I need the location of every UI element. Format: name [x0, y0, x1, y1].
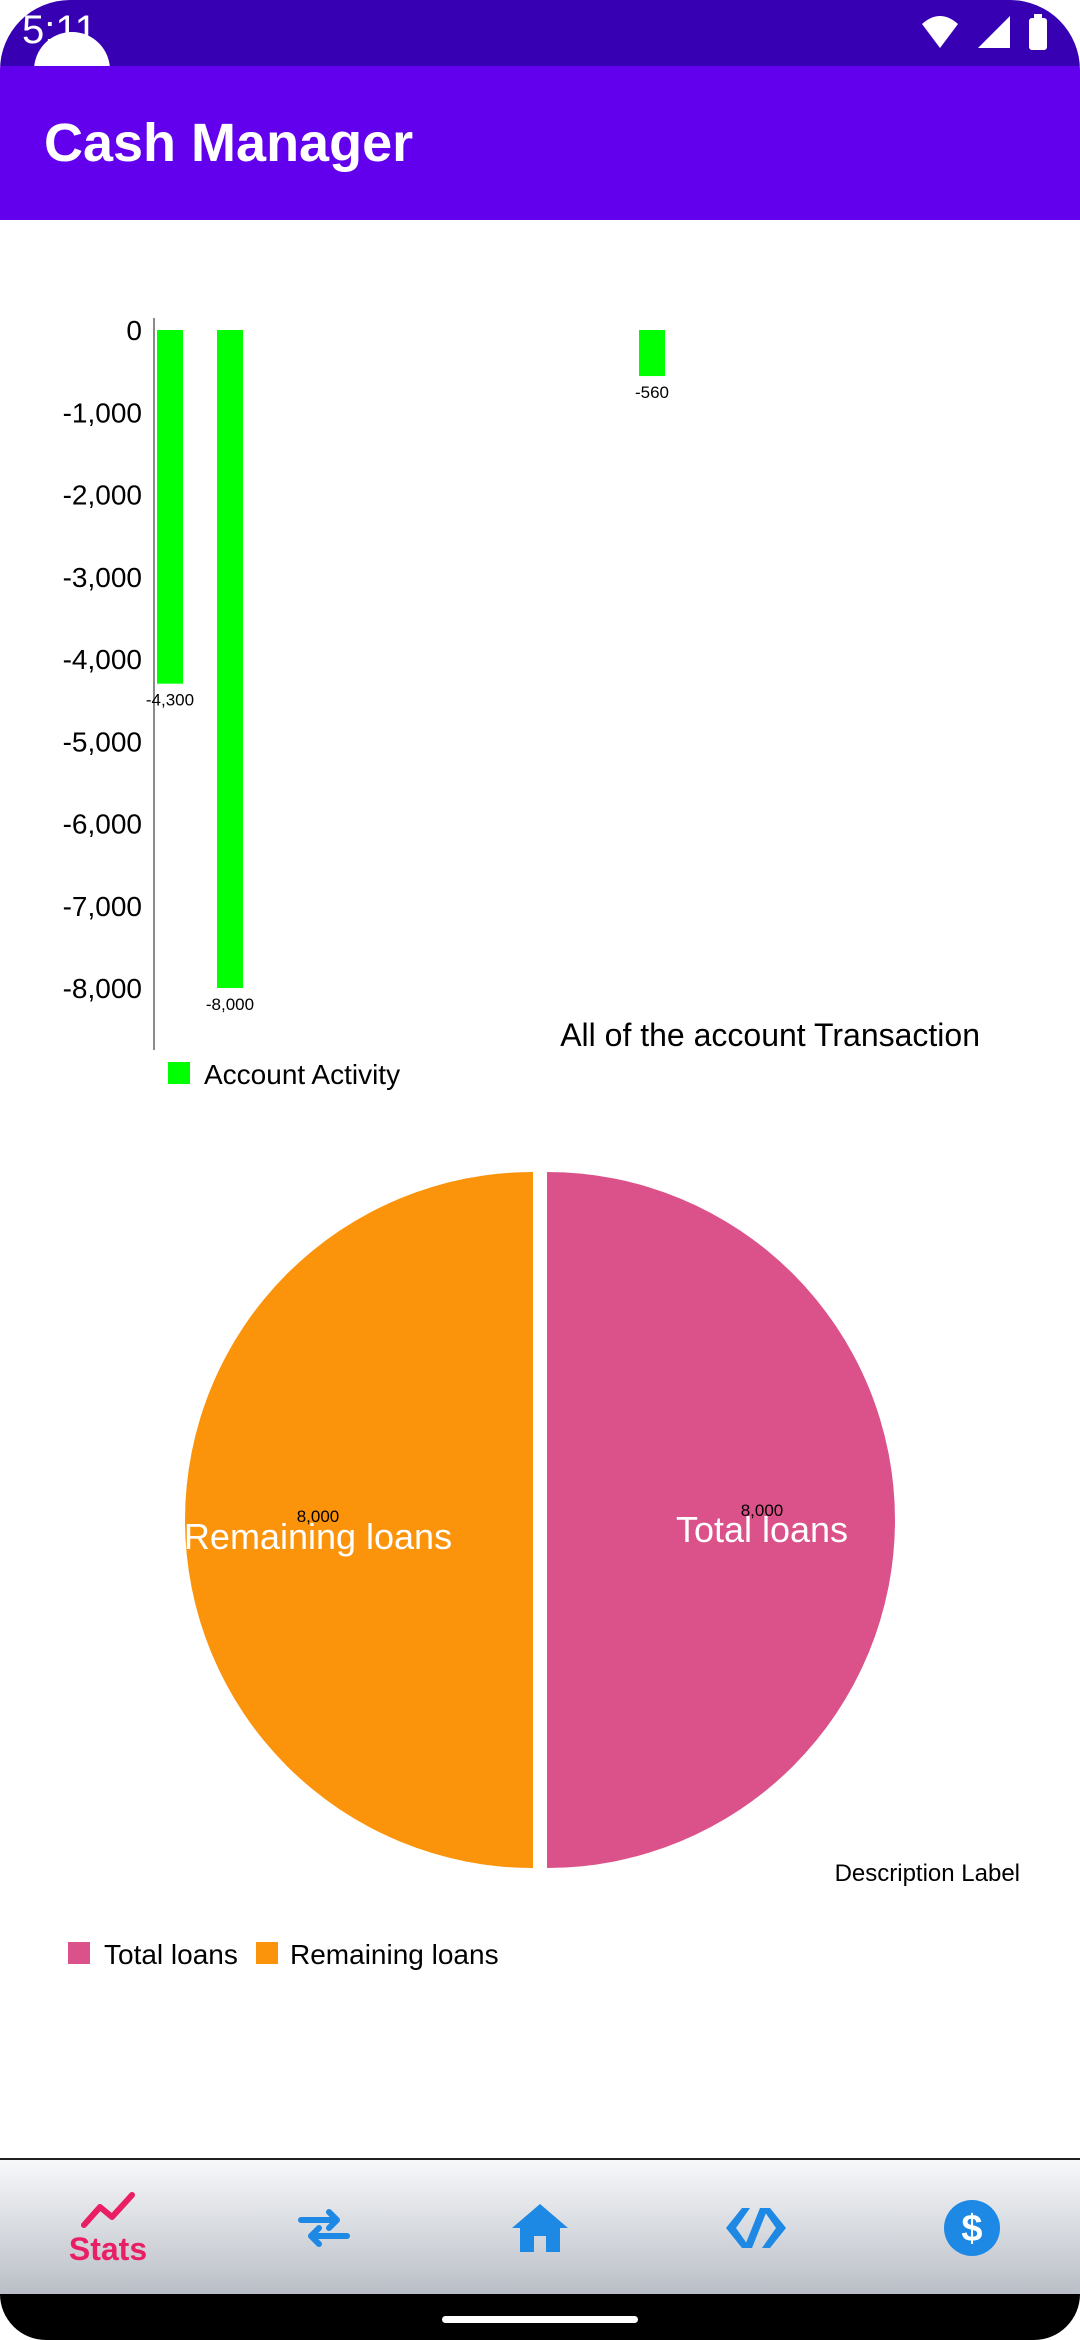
- bar-value-labels: -4,300 -8,000 -560: [146, 383, 669, 1014]
- legend-label-total-loans: Total loans: [104, 1939, 238, 1970]
- gesture-navigation-bar: [0, 2294, 1080, 2340]
- legend-label-remaining-loans: Remaining loans: [290, 1939, 499, 1970]
- nav-item-stats[interactable]: Stats: [0, 2160, 216, 2296]
- y-tick-label: -2,000: [63, 480, 142, 511]
- nav-label-stats: Stats: [68, 2230, 148, 2267]
- bars: [157, 330, 665, 988]
- stats-icon: [81, 2191, 135, 2228]
- bar[interactable]: [639, 330, 665, 377]
- bar-value-label: -4,300: [146, 691, 194, 710]
- legend-swatch-account-activity: [168, 1062, 190, 1084]
- bar[interactable]: [217, 330, 243, 988]
- y-tick-label: -8,000: [63, 973, 142, 1004]
- pie-label-remaining-loans: Remaining loans: [184, 1516, 452, 1557]
- nav-item-home[interactable]: [432, 2160, 648, 2296]
- bar-chart-description: All of the account Transaction: [560, 1017, 980, 1053]
- y-tick-label: 0: [126, 315, 142, 346]
- pie-chart-description: Description Label: [835, 1860, 1020, 1887]
- pie-value-remaining-loans: 8,000: [297, 1507, 340, 1526]
- dollar-icon: $: [944, 2200, 1000, 2256]
- bottom-navigation: Stats $: [0, 2158, 1080, 2296]
- svg-text:$: $: [961, 2208, 982, 2250]
- bar-value-label: -560: [635, 383, 669, 402]
- app-bar: Cash Manager: [0, 66, 1080, 220]
- legend-label-account-activity: Account Activity: [204, 1059, 400, 1090]
- signal-icon: [978, 16, 1010, 48]
- pie-label-total-loans: Total loans: [676, 1509, 848, 1550]
- nav-item-transfer[interactable]: [216, 2160, 432, 2296]
- bar-value-label: -8,000: [206, 995, 254, 1014]
- battery-icon: [1029, 14, 1047, 50]
- y-tick-label: -7,000: [63, 891, 142, 922]
- y-tick-label: -5,000: [63, 726, 142, 757]
- home-icon: [512, 2204, 568, 2252]
- status-bar: 5:11: [0, 0, 1080, 66]
- y-axis-ticks: 0 -1,000 -2,000 -3,000 -4,000 -5,000 -6,000 -7,…: [63, 315, 142, 1004]
- pie-slice-remaining-loans[interactable]: [185, 1172, 533, 1868]
- pie-value-total-loans: 8,000: [741, 1501, 784, 1520]
- transfer-icon: [298, 2209, 350, 2247]
- nav-item-dollar[interactable]: $: [864, 2160, 1080, 2296]
- y-tick-label: -3,000: [63, 562, 142, 593]
- gesture-handle[interactable]: [442, 2316, 638, 2323]
- top-bar-area: 5:11 Cash Manager: [0, 0, 1080, 220]
- y-tick-label: -6,000: [63, 809, 142, 840]
- status-icons: [920, 14, 1048, 50]
- loans-pie-chart: 8,000 Total loans 8,000 Remaining loans …: [68, 1172, 1020, 1970]
- bar[interactable]: [157, 330, 183, 684]
- legend-swatch-remaining-loans: [256, 1942, 278, 1964]
- y-tick-label: -4,000: [63, 644, 142, 675]
- code-icon: [726, 2208, 786, 2248]
- account-activity-bar-chart: 0 -1,000 -2,000 -3,000 -4,000 -5,000 -6,000 -7,…: [63, 315, 980, 1090]
- nav-item-code[interactable]: [648, 2160, 864, 2296]
- app-title: Cash Manager: [44, 113, 414, 173]
- legend-swatch-total-loans: [68, 1942, 90, 1964]
- y-tick-label: -1,000: [63, 397, 142, 428]
- wifi-icon: [922, 16, 958, 48]
- pie-slice-total-loans[interactable]: [547, 1172, 895, 1868]
